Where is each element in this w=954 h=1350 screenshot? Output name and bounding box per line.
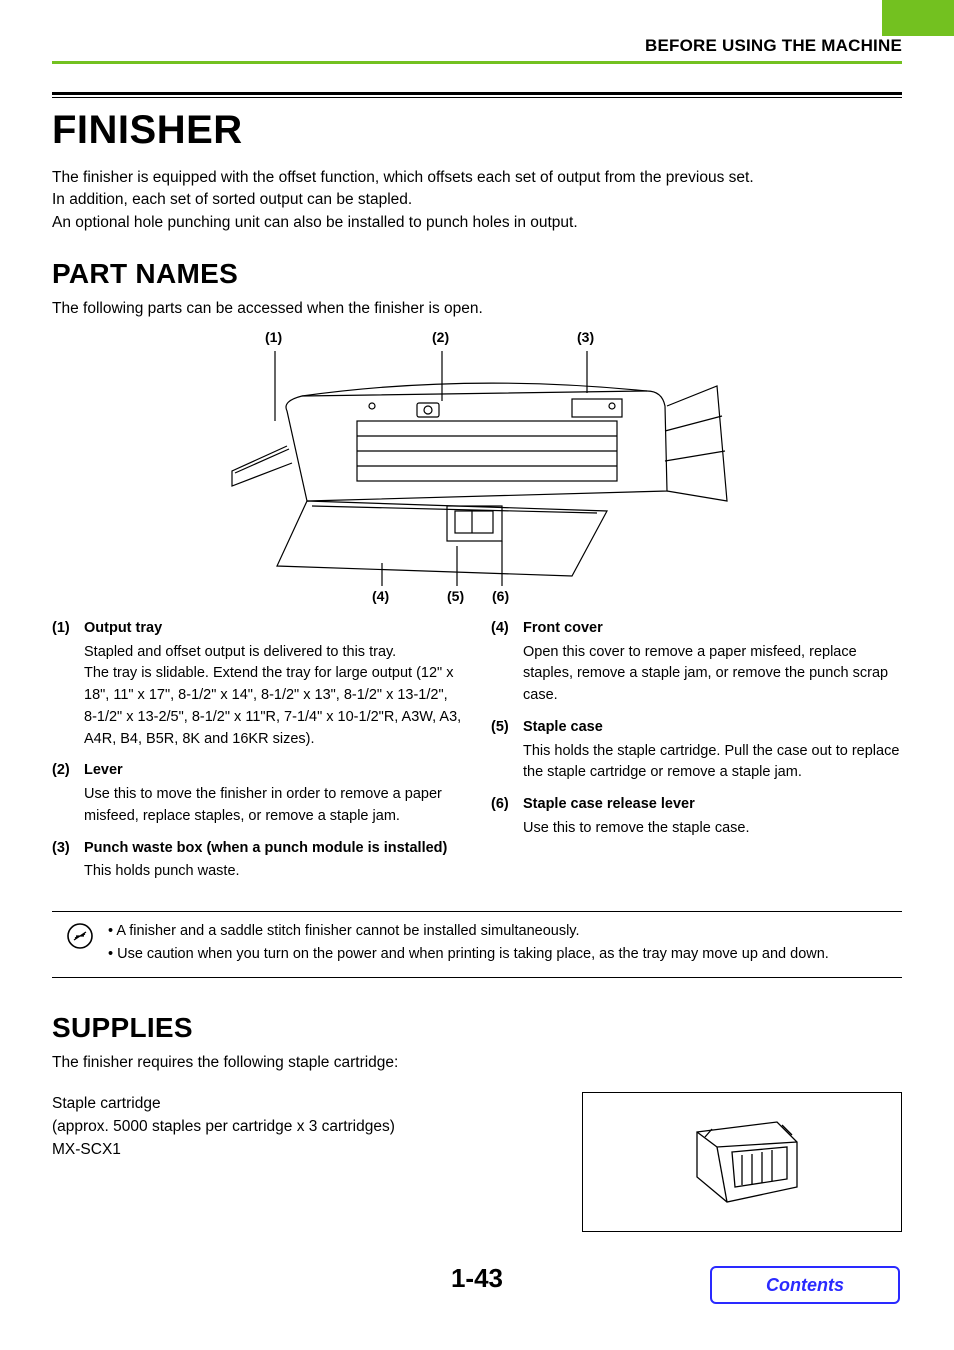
intro-paragraph: The finisher is equipped with the offset… — [52, 167, 902, 234]
part-names-subtext: The following parts can be accessed when… — [52, 298, 902, 320]
header-green-tab — [882, 0, 954, 36]
callout-top-2: (2) — [432, 329, 449, 345]
part-desc: This holds the staple cartridge. Pull th… — [523, 741, 902, 785]
finisher-diagram: (1) (2) (3) — [52, 329, 902, 608]
part-item: (4) Front cover Open this cover to remov… — [491, 618, 902, 707]
part-number: (1) — [52, 618, 84, 751]
part-title: Output tray — [84, 618, 463, 640]
part-number: (6) — [491, 794, 523, 840]
header-section-title: BEFORE USING THE MACHINE — [52, 36, 902, 60]
callout-bot-6: (6) — [492, 588, 509, 604]
note-box: A finisher and a saddle stitch finisher … — [52, 911, 902, 977]
parts-left-column: (1) Output tray Stapled and offset outpu… — [52, 618, 463, 893]
callout-bot-4: (4) — [372, 588, 389, 604]
note-icon — [52, 920, 108, 950]
page-header: BEFORE USING THE MACHINE — [52, 36, 902, 64]
part-number: (2) — [52, 760, 84, 827]
part-title: Staple case release lever — [523, 794, 902, 816]
callout-top-1: (1) — [265, 329, 282, 345]
part-descriptions: (1) Output tray Stapled and offset outpu… — [52, 618, 902, 893]
part-names-heading: PART NAMES — [52, 258, 902, 290]
staple-cartridge-illustration — [582, 1092, 902, 1232]
part-desc: Stapled and offset output is delivered t… — [84, 642, 463, 751]
page-title: FINISHER — [52, 108, 902, 153]
part-item: (5) Staple case This holds the staple ca… — [491, 717, 902, 784]
part-desc: This holds punch waste. — [84, 861, 463, 883]
contents-button[interactable]: Contents — [710, 1266, 900, 1304]
callout-top-3: (3) — [577, 329, 594, 345]
contents-button-label: Contents — [766, 1275, 844, 1296]
note-item: A finisher and a saddle stitch finisher … — [108, 920, 902, 943]
supply-line: MX-SCX1 — [52, 1138, 542, 1161]
part-title: Lever — [84, 760, 463, 782]
callout-bot-5: (5) — [447, 588, 464, 604]
part-number: (4) — [491, 618, 523, 707]
part-title: Staple case — [523, 717, 902, 739]
title-rule — [52, 92, 902, 98]
part-title: Punch waste box (when a punch module is … — [84, 838, 463, 860]
parts-right-column: (4) Front cover Open this cover to remov… — [491, 618, 902, 893]
supply-line: (approx. 5000 staples per cartridge x 3 … — [52, 1115, 542, 1138]
note-list: A finisher and a saddle stitch finisher … — [108, 920, 902, 966]
part-desc: Open this cover to remove a paper misfee… — [523, 642, 902, 707]
part-desc: Use this to remove the staple case. — [523, 818, 902, 840]
part-number: (3) — [52, 838, 84, 884]
header-green-rule — [52, 61, 902, 64]
finisher-line-art — [217, 351, 737, 586]
note-item: Use caution when you turn on the power a… — [108, 943, 902, 966]
part-desc: Use this to move the finisher in order t… — [84, 784, 463, 828]
part-item: (3) Punch waste box (when a punch module… — [52, 838, 463, 884]
supplies-heading: SUPPLIES — [52, 1012, 902, 1044]
part-item: (2) Lever Use this to move the finisher … — [52, 760, 463, 827]
part-title: Front cover — [523, 618, 902, 640]
supply-line: Staple cartridge — [52, 1092, 542, 1115]
part-item: (6) Staple case release lever Use this t… — [491, 794, 902, 840]
supplies-subtext: The finisher requires the following stap… — [52, 1052, 902, 1074]
supplies-text: Staple cartridge (approx. 5000 staples p… — [52, 1092, 542, 1232]
part-item: (1) Output tray Stapled and offset outpu… — [52, 618, 463, 751]
part-number: (5) — [491, 717, 523, 784]
